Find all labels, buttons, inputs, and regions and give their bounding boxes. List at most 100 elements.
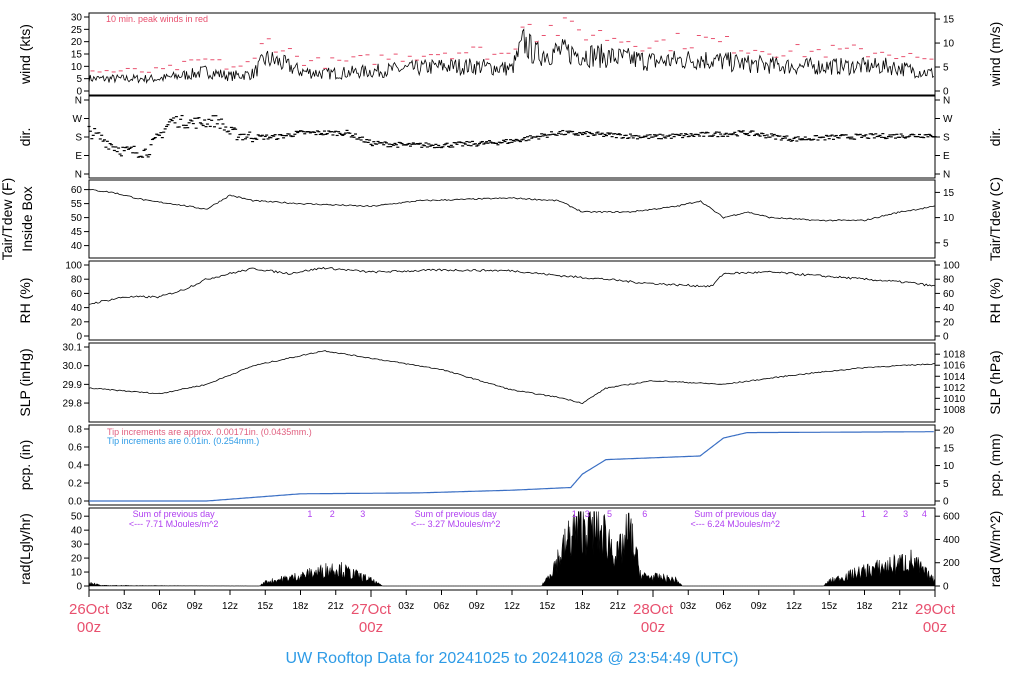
x-tick-label: 21z: [328, 601, 344, 612]
y-tick-label-temp: 50: [71, 213, 83, 224]
x-tick-label: 18z: [574, 601, 590, 612]
x-tick-label: 12z: [222, 601, 238, 612]
y-tick-label-rh: 60: [71, 289, 83, 300]
y-axis-label-right-pcp: pcp. (mm): [987, 434, 1003, 497]
y-tick-label-wind: 0: [76, 87, 82, 98]
panel-frame-wind: [88, 12, 936, 96]
x-date-label: 27Oct: [351, 601, 392, 618]
y-tick-label-rad: 40: [71, 526, 83, 537]
y-tick-label-wind: 5: [76, 74, 82, 85]
y-tick-label-right-temp: 5: [943, 238, 949, 249]
y-tick-label-slp: 30.0: [63, 361, 83, 372]
rad-day-sum-value: <--- 3.27 MJoules/m^2: [411, 519, 501, 529]
wind-speed-line: [88, 28, 935, 84]
y-tick-label-right-pcp: 20: [943, 426, 955, 437]
panel-frame-temp: [88, 179, 936, 259]
y-tick-label-right-rh: 80: [943, 275, 955, 286]
y-axis-label-right-rh: RH (%): [987, 278, 1003, 324]
y-tick-label-dir: W: [73, 114, 83, 125]
wind-annotation: 10 min. peak winds in red: [106, 14, 208, 24]
y-tick-label-right-slp: 1014: [943, 372, 966, 383]
y-tick-label-right-temp: 10: [943, 213, 955, 224]
x-date-time-label: 00z: [77, 619, 101, 636]
y-tick-label-slp: 29.9: [63, 380, 83, 391]
y-tick-label-right-pcp: 0: [943, 497, 949, 508]
radiation-area: [88, 511, 936, 587]
y-tick-label-right-dir: N: [943, 170, 950, 181]
rad-day-sum-value: <--- 7.71 MJoules/m^2: [129, 519, 219, 529]
y-tick-label-right-rad: 600: [943, 512, 960, 523]
y-axis-label-rad: rad(Lgly/hr): [17, 513, 33, 585]
y-tick-label-right-rh: 60: [943, 289, 955, 300]
y-tick-label-temp: 55: [71, 199, 83, 210]
rad-day-sum-title: Sum of previous day: [694, 509, 777, 519]
y-tick-label-right-dir: S: [943, 133, 950, 144]
y-axis-label-dir: dir.: [17, 128, 33, 147]
x-tick-label: 15z: [821, 601, 837, 612]
y-axis-label-temp-line2: Inside Box: [19, 186, 35, 251]
x-tick-label: 21z: [892, 601, 908, 612]
rad-day-sum-title: Sum of previous day: [133, 509, 216, 519]
y-axis-label-right-temp: Tair/Tdew (C): [987, 177, 1003, 261]
y-tick-label-temp: 45: [71, 227, 83, 238]
y-tick-label-right-rh: 100: [943, 261, 960, 272]
x-tick-label: 15z: [539, 601, 555, 612]
x-tick-label: 09z: [469, 601, 485, 612]
x-tick-label: 03z: [116, 601, 132, 612]
y-tick-label-pcp: 0.2: [68, 479, 82, 490]
y-tick-label-right-wind: 10: [943, 39, 955, 50]
x-date-time-label: 00z: [359, 619, 383, 636]
y-tick-label-rh: 20: [71, 317, 83, 328]
y-axis-label-rh: RH (%): [17, 278, 33, 324]
x-date-time-label: 00z: [923, 619, 947, 636]
y-tick-label-right-rad: 400: [943, 535, 960, 546]
y-tick-label-right-rh: 40: [943, 303, 955, 314]
y-axis-label-right-slp: SLP (hPa): [987, 350, 1003, 414]
x-tick-label: 03z: [680, 601, 696, 612]
y-tick-label-wind: 25: [71, 25, 83, 36]
y-tick-label-right-slp: 1012: [943, 383, 966, 394]
y-tick-label-rh: 0: [76, 332, 82, 343]
rad-hour-mark: 4: [922, 509, 927, 519]
y-tick-label-slp: 29.8: [63, 399, 83, 410]
x-tick-label: 15z: [257, 601, 273, 612]
y-tick-label-right-pcp: 10: [943, 461, 955, 472]
y-tick-label-pcp: 0.0: [68, 497, 82, 508]
rad-day-sum-value: <--- 6.24 MJoules/m^2: [690, 519, 780, 529]
x-date-label: 29Oct: [915, 601, 956, 618]
y-axis-label-right-rad: rad (W/m^2): [987, 511, 1003, 588]
y-axis-label-temp-line1: Tair/Tdew (F): [0, 178, 15, 260]
rad-hour-mark: 1: [307, 509, 312, 519]
x-tick-label: 18z: [856, 601, 872, 612]
rad-hour-mark: 2: [883, 509, 888, 519]
y-tick-label-right-slp: 1018: [943, 350, 966, 361]
y-tick-label-right-wind: 15: [943, 15, 955, 26]
y-tick-label-wind: 30: [71, 13, 83, 24]
x-tick-label: 12z: [504, 601, 520, 612]
panel-frame-slp: [88, 342, 936, 423]
rad-hour-mark: 6: [642, 509, 647, 519]
x-tick-label: 06z: [715, 601, 731, 612]
y-axis-label-wind: wind (kts): [17, 24, 33, 85]
y-tick-label-right-dir: E: [943, 151, 950, 162]
rad-hour-mark: 5: [607, 509, 612, 519]
y-tick-label-rh: 80: [71, 275, 83, 286]
x-tick-label: 12z: [786, 601, 802, 612]
y-tick-label-temp: 60: [71, 185, 83, 196]
rad-hour-mark: 2: [330, 509, 335, 519]
y-tick-label-right-slp: 1008: [943, 405, 966, 416]
rad-hour-mark: 3: [903, 509, 908, 519]
y-tick-label-right-dir: N: [943, 96, 950, 107]
y-tick-label-right-slp: 1010: [943, 394, 966, 405]
x-date-time-label: 00z: [641, 619, 665, 636]
y-axis-label-right-dir: dir.: [987, 128, 1003, 147]
y-tick-label-rad: 30: [71, 540, 83, 551]
y-tick-label-rad: 10: [71, 568, 83, 579]
y-tick-label-dir: N: [75, 96, 82, 107]
x-tick-label: 21z: [610, 601, 626, 612]
y-tick-label-rh: 100: [65, 261, 82, 272]
y-tick-label-wind: 10: [71, 62, 83, 73]
precipitation-line: [89, 431, 934, 502]
y-axis-label-right-wind: wind (m/s): [987, 22, 1003, 88]
x-tick-label: 18z: [292, 601, 308, 612]
